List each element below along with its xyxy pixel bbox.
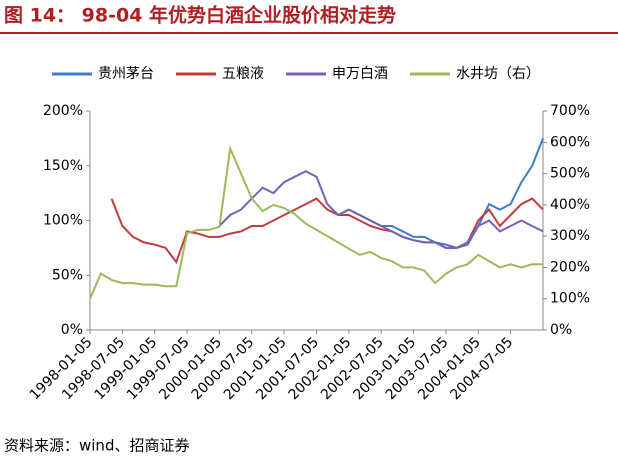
legend-label: 贵州茅台 [98, 66, 154, 82]
legend-label: 水井坊（右） [456, 66, 540, 82]
y2-tick-label: 300% [550, 228, 590, 244]
y-tick-label: 150% [43, 158, 83, 174]
source: 资料来源：wind、招商证券 [4, 437, 189, 455]
y-tick-label: 0% [61, 322, 83, 338]
y2-tick-label: 100% [550, 291, 590, 307]
y-tick-label: 200% [43, 103, 83, 119]
series-line [89, 144, 543, 300]
y2-tick-label: 400% [550, 197, 590, 213]
legend-label: 申万白酒 [332, 66, 388, 82]
legend-label: 五粮液 [222, 66, 264, 82]
y2-tick-label: 200% [550, 259, 590, 275]
series-line [326, 138, 544, 249]
y2-tick-label: 500% [550, 166, 590, 182]
y2-tick-label: 0% [550, 322, 572, 338]
series-line [218, 170, 544, 249]
y-tick-label: 50% [52, 267, 83, 283]
y2-tick-label: 700% [550, 103, 590, 119]
y-tick-label: 100% [43, 213, 83, 229]
chart-title: 图 14： 98-04 年优势白酒企业股价相对走势 [4, 4, 396, 27]
y2-tick-label: 600% [550, 134, 590, 150]
series-line [110, 197, 544, 265]
